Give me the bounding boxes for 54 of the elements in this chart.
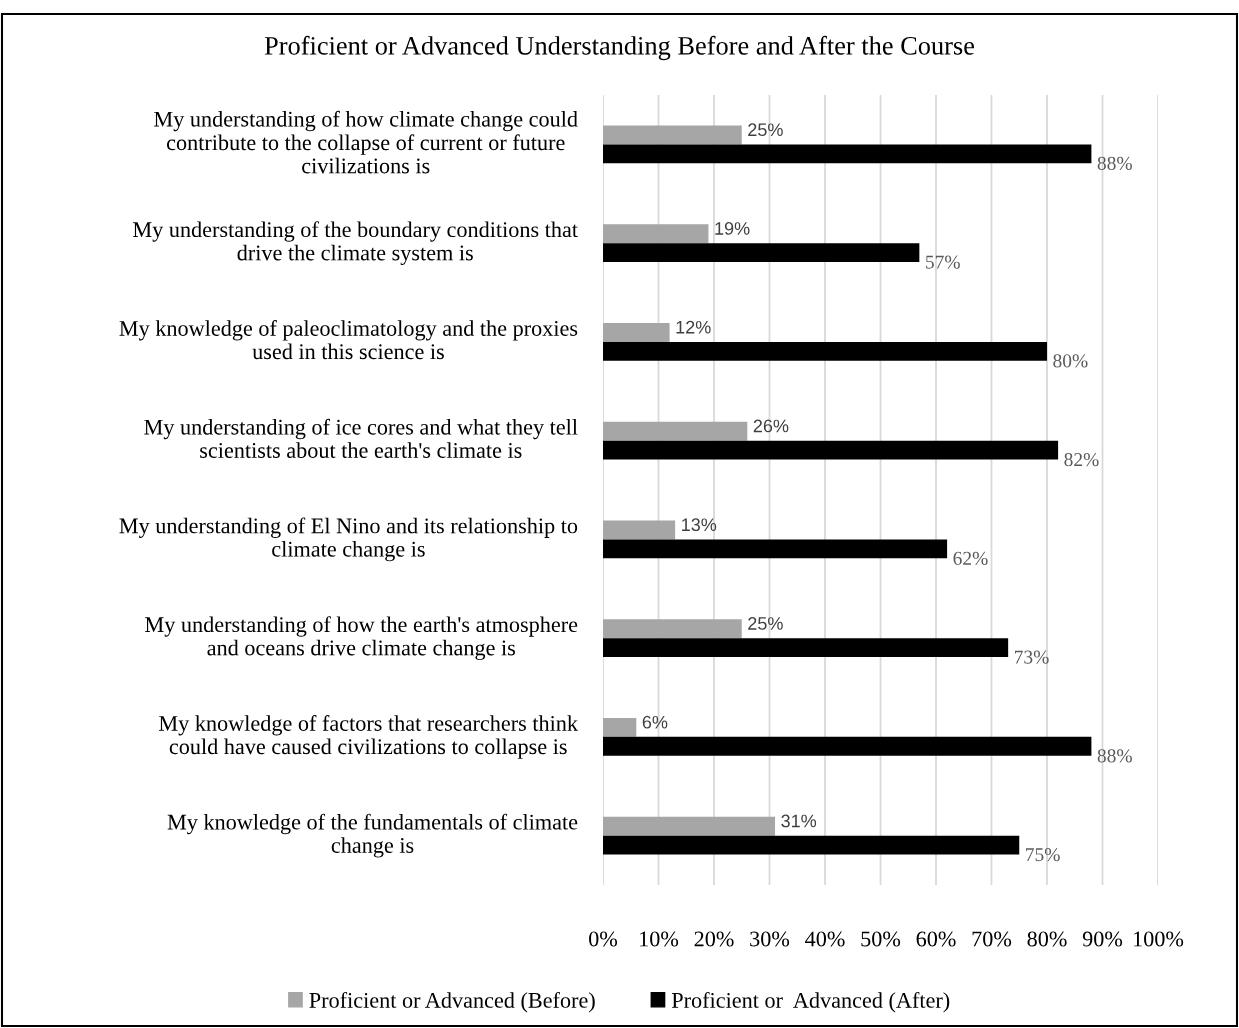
data-label: 25% (748, 123, 783, 137)
y-tick-label: My understanding of the boundary conditions that drive the climate system is (133, 221, 578, 265)
bar (603, 816, 776, 836)
x-tick-label: 30% (750, 931, 790, 947)
data-label: 25% (748, 617, 783, 630)
y-tick-label: My knowledge of factors that researchers think could have caused civilizations to collapse is (159, 715, 579, 759)
data-label: 88% (1097, 749, 1132, 763)
bar (603, 440, 1059, 460)
legend-label: Proficient or Advanced (After) (671, 992, 950, 1013)
bar (603, 243, 920, 262)
bar (603, 421, 748, 441)
data-label: 26% (753, 419, 789, 433)
bar (603, 539, 948, 559)
y-tick-label: My understanding of how climate change could contribute to the collapse of current or future civilizations is (154, 110, 578, 174)
bar (603, 341, 1047, 361)
y-tick-label: My understanding of how the earth's atmosphere and oceans drive climate change is (145, 616, 578, 660)
data-label: 62% (953, 551, 988, 565)
bar (603, 619, 742, 639)
data-label: 88% (1097, 156, 1132, 170)
bar (603, 144, 1092, 164)
x-tick-label: 20% (694, 931, 734, 947)
data-label: 57% (926, 255, 960, 269)
data-label: 31% (781, 814, 817, 828)
data-label: 12% (676, 320, 711, 334)
data-label: 6% (642, 715, 668, 729)
bar (603, 520, 676, 540)
x-tick-label: 60% (916, 931, 956, 947)
data-label: 73% (1014, 650, 1049, 664)
chart-title: Proficient or Advanced Understanding Before and After the Course (264, 35, 974, 61)
x-tick-label: 40% (805, 931, 845, 947)
bar (603, 323, 670, 342)
x-tick-label: 0% (589, 931, 618, 947)
x-tick-label: 100% (1134, 931, 1184, 947)
y-tick-label: My knowledge of the fundamentals of climate change is (167, 813, 578, 858)
bar (603, 638, 1009, 657)
x-tick-label: 80% (1027, 931, 1067, 947)
bar (603, 224, 709, 244)
x-tick-label: 90% (1082, 931, 1123, 947)
y-tick-label: My understanding of El Nino and its relationship to climate change is (119, 517, 578, 562)
x-tick-label: 50% (861, 931, 901, 947)
data-label: 13% (682, 518, 717, 532)
bar (603, 125, 742, 145)
y-tick-label: My knowledge of paleoclimatology and the proxies used in this science is (119, 320, 578, 360)
bar (603, 718, 637, 737)
data-label: 19% (715, 222, 750, 235)
bar (603, 736, 1092, 756)
data-label: 82% (1064, 453, 1099, 467)
bar (603, 835, 1020, 855)
x-tick-label: 70% (972, 931, 1012, 947)
data-label: 75% (1026, 848, 1060, 862)
legend-label: Proficient or Advanced (Before) (309, 992, 595, 1013)
x-tick-label: 10% (640, 931, 679, 947)
y-tick-label: My understanding of ice cores and what they tell scientists about the earth's climate is (144, 418, 578, 458)
data-label: 80% (1053, 354, 1088, 368)
